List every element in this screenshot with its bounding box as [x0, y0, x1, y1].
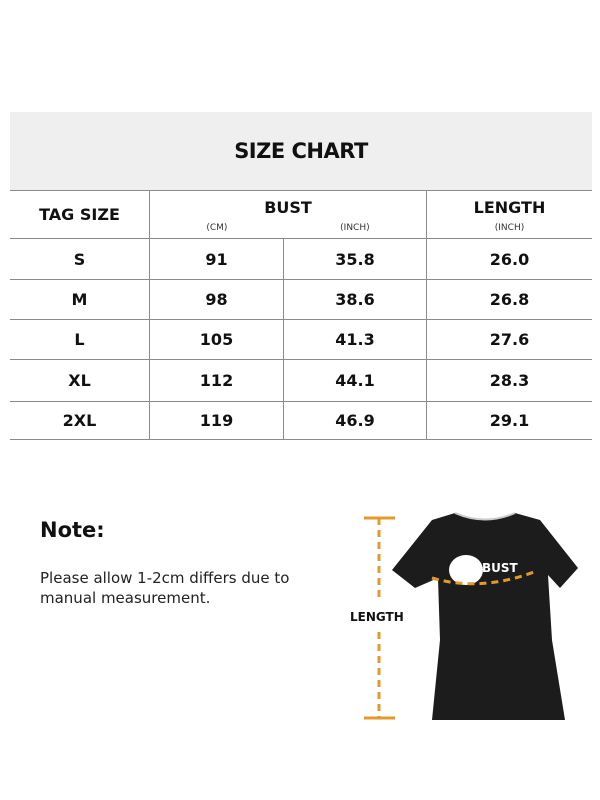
- note-text: Please allow 1-2cm differs due to manual…: [40, 569, 290, 607]
- length-diagram-label: LENGTH: [350, 610, 404, 624]
- neckline: [454, 512, 516, 521]
- bust-inch-cell: 35.8: [283, 238, 427, 280]
- bust-line: [431, 570, 535, 586]
- tshirt-image: [392, 513, 578, 720]
- note-title: Note:: [40, 518, 105, 542]
- header-bust: BUST (CM) (INCH): [149, 190, 427, 239]
- bust-cm-cell: 105: [149, 319, 284, 360]
- size-chart-title: SIZE CHART: [10, 112, 592, 190]
- size-cell: M: [10, 279, 150, 320]
- size-cell: S: [10, 238, 150, 280]
- header-tag-size: TAG SIZE: [10, 190, 150, 239]
- size-table: TAG SIZE BUST (CM) (INCH) LENGTH (INCH) S…: [10, 190, 592, 440]
- table-row: L 105 41.3 27.6: [10, 319, 592, 360]
- length-inch-cell: 26.0: [426, 238, 592, 280]
- length-inch-cell: 29.1: [426, 401, 592, 440]
- length-ruler: [364, 516, 395, 720]
- header-row: TAG SIZE BUST (CM) (INCH) LENGTH (INCH): [10, 190, 592, 239]
- size-cell: L: [10, 319, 150, 360]
- length-inch-cell: 28.3: [426, 359, 592, 402]
- length-inch-unit: (INCH): [494, 223, 525, 233]
- bust-inch-cell: 44.1: [283, 359, 427, 402]
- bust-cm-cell: 119: [149, 401, 284, 440]
- bust-cm-cell: 91: [149, 238, 284, 280]
- size-cell: XL: [10, 359, 150, 402]
- bust-label: BUST: [264, 198, 312, 217]
- bust-inch-unit: (INCH): [340, 223, 370, 233]
- bust-cm-unit: (CM): [206, 223, 228, 233]
- table-row: S 91 35.8 26.0: [10, 238, 592, 280]
- bust-inch-cell: 41.3: [283, 319, 427, 360]
- table-row: 2XL 119 46.9 29.1: [10, 401, 592, 440]
- size-cell: 2XL: [10, 401, 150, 440]
- nursing-opening: [449, 555, 483, 585]
- bust-inch-cell: 46.9: [283, 401, 427, 440]
- bust-cm-cell: 112: [149, 359, 284, 402]
- bust-diagram-label: BUST: [482, 561, 518, 575]
- table-row: XL 112 44.1 28.3: [10, 359, 592, 402]
- length-label: LENGTH: [473, 198, 546, 217]
